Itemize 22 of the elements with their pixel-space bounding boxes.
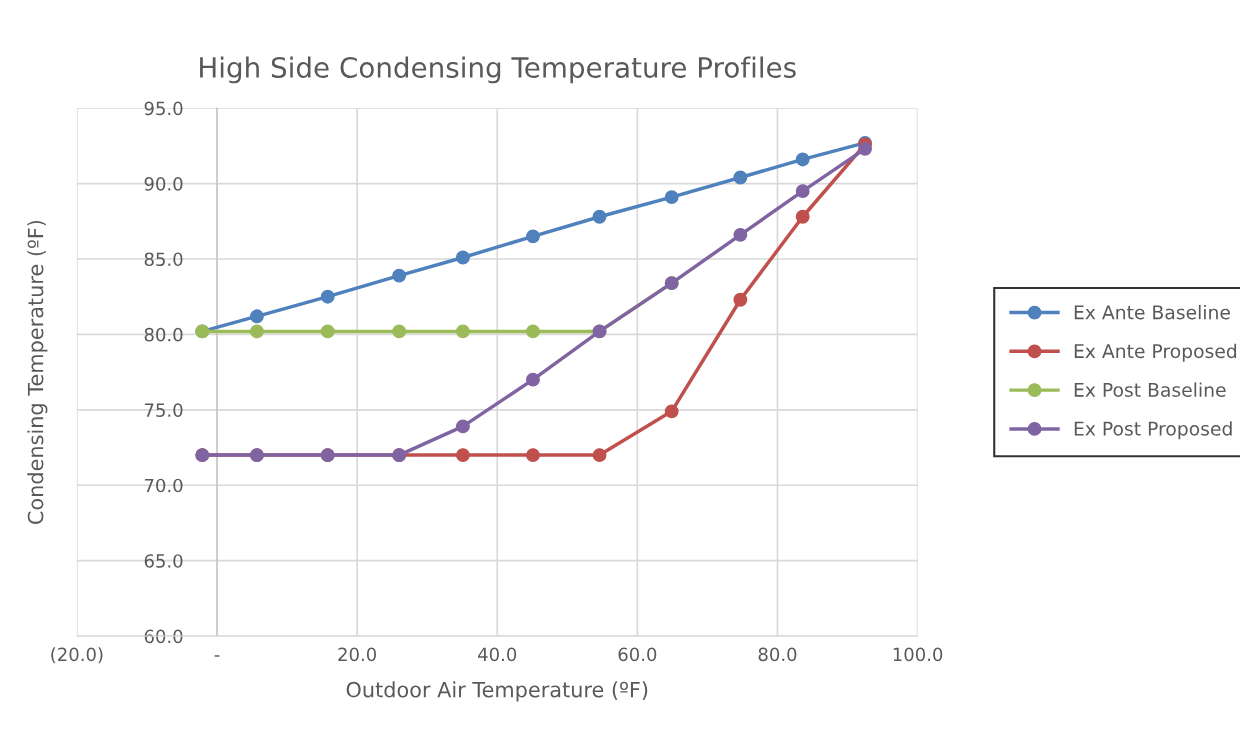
y-tick-label: 90.0 <box>144 177 183 191</box>
y-tick-label: 65.0 <box>144 554 183 568</box>
x-tick-label: 40.0 <box>478 647 517 662</box>
y-tick-label: 85.0 <box>144 252 183 267</box>
y-tick-label: 60.0 <box>144 629 183 644</box>
x-tick-label: 100.0 <box>893 647 943 662</box>
legend-label: Ex Post Proposed <box>1074 421 1232 440</box>
y-axis-title: Condensing Temperature (ºF) <box>27 220 48 524</box>
y-tick-label: 75.0 <box>144 403 183 417</box>
y-tick-label: 70.0 <box>144 478 183 493</box>
x-tick-label: - <box>214 655 220 657</box>
x-tick-label: 80.0 <box>758 647 797 662</box>
x-tick-label: (20.0) <box>51 647 103 664</box>
y-tick-label: 80.0 <box>144 327 183 342</box>
legend-label: Ex Post Baseline <box>1074 382 1226 397</box>
x-axis-title: Outdoor Air Temperature (ºF) <box>346 681 648 702</box>
x-tick-label: 60.0 <box>618 647 657 662</box>
legend-label: Ex Ante Baseline <box>1074 304 1230 320</box>
chart-title: High Side Condensing Temperature Profiles <box>200 56 796 84</box>
x-tick-label: 20.0 <box>338 647 377 662</box>
y-tick-label: 95.0 <box>144 101 183 116</box>
legend-label: Ex Ante Proposed <box>1074 343 1237 362</box>
